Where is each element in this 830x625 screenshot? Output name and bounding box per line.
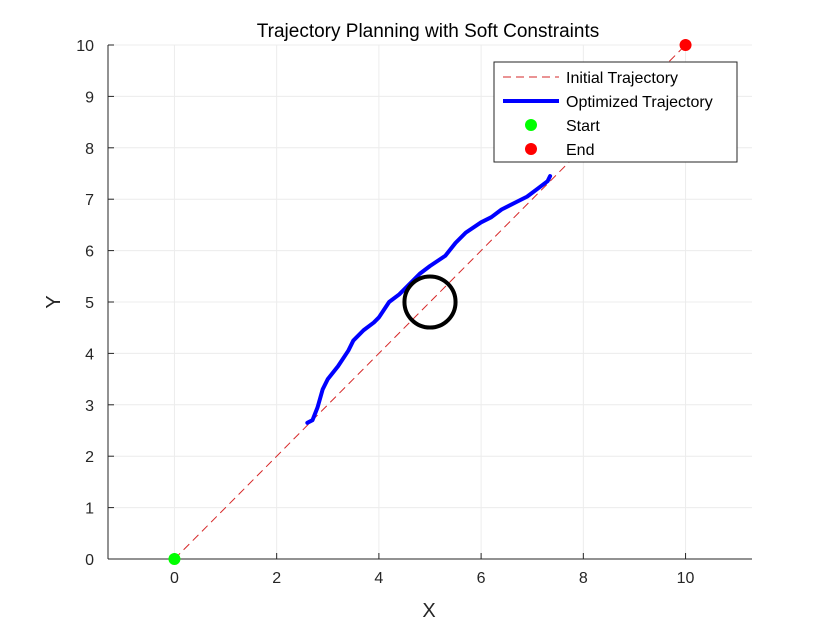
y-tick-label: 3 [85, 398, 94, 415]
x-axis-label: X [422, 600, 435, 622]
obstacle-circle [402, 274, 458, 330]
legend-label: Optimized Trajectory [566, 94, 713, 111]
y-tick-label: 10 [76, 38, 94, 55]
y-tick-label: 5 [85, 295, 94, 312]
y-tick-label: 9 [85, 89, 94, 106]
x-tick-label: 2 [272, 570, 281, 587]
chart-legend: Initial Trajectory Optimized Trajectory St… [493, 61, 738, 163]
legend-swatch-start [525, 119, 537, 131]
chart-title: Trajectory Planning with Soft Constraint… [257, 21, 600, 42]
y-tick-label: 4 [85, 346, 94, 363]
y-tick-label: 1 [85, 501, 94, 518]
y-tick-label: 6 [85, 244, 94, 261]
x-tick-label: 0 [170, 570, 179, 587]
x-tick-label: 4 [374, 570, 383, 587]
start-point-marker [168, 553, 181, 565]
legend-swatch-end [525, 143, 537, 155]
y-tick-label: 2 [85, 449, 94, 466]
y-axis-label: Y [43, 295, 65, 308]
x-tick-label: 6 [477, 570, 486, 587]
x-tick-label: 8 [579, 570, 588, 587]
legend-label: Initial Trajectory [566, 70, 678, 87]
x-tick-label: 10 [677, 570, 695, 587]
legend-label: End [566, 142, 594, 159]
legend-label: Start [566, 118, 600, 135]
end-point-marker [679, 39, 692, 51]
y-tick-label: 0 [85, 552, 94, 569]
y-tick-label: 8 [85, 141, 94, 158]
y-tick-label: 7 [85, 192, 94, 209]
